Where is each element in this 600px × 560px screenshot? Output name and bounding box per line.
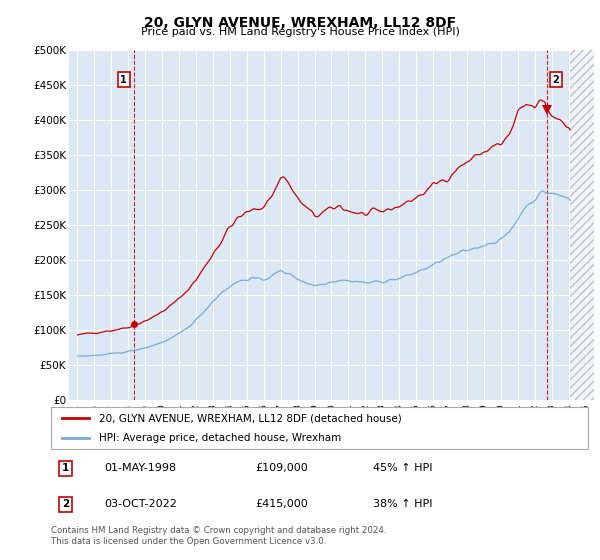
Text: Price paid vs. HM Land Registry's House Price Index (HPI): Price paid vs. HM Land Registry's House … [140, 27, 460, 37]
Text: 20, GLYN AVENUE, WREXHAM, LL12 8DF (detached house): 20, GLYN AVENUE, WREXHAM, LL12 8DF (deta… [100, 413, 402, 423]
Text: 2: 2 [62, 500, 69, 509]
Text: £109,000: £109,000 [255, 464, 308, 473]
Text: 1: 1 [121, 75, 127, 85]
Text: 01-MAY-1998: 01-MAY-1998 [105, 464, 177, 473]
Text: 03-OCT-2022: 03-OCT-2022 [105, 500, 178, 509]
Text: 1: 1 [62, 464, 69, 473]
Text: 20, GLYN AVENUE, WREXHAM, LL12 8DF: 20, GLYN AVENUE, WREXHAM, LL12 8DF [144, 16, 456, 30]
Text: 2: 2 [553, 75, 559, 85]
Text: £415,000: £415,000 [255, 500, 308, 509]
Text: Contains HM Land Registry data © Crown copyright and database right 2024.
This d: Contains HM Land Registry data © Crown c… [51, 526, 386, 546]
Text: 45% ↑ HPI: 45% ↑ HPI [373, 464, 433, 473]
Text: 38% ↑ HPI: 38% ↑ HPI [373, 500, 433, 509]
Text: HPI: Average price, detached house, Wrexham: HPI: Average price, detached house, Wrex… [100, 433, 341, 443]
Bar [570, 50, 594, 400]
Bar [570, 50, 594, 400]
